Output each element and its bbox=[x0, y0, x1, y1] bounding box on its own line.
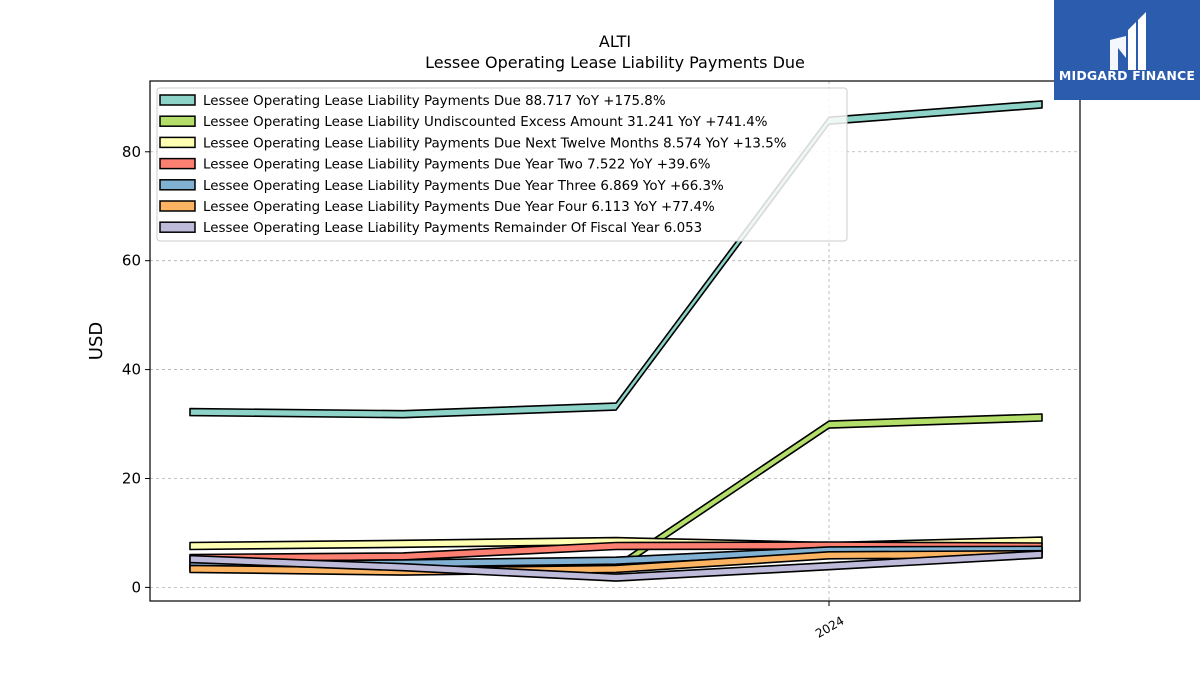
series-band-6 bbox=[189, 550, 1043, 582]
legend-label-1: Lessee Operating Lease Liability Undisco… bbox=[203, 115, 767, 130]
x-axis-ticks: 2024 bbox=[813, 601, 847, 641]
legend-label-2: Lessee Operating Lease Liability Payment… bbox=[203, 136, 786, 151]
logo: MIDGARD FINANCE bbox=[1054, 0, 1200, 100]
y-tick-label-1: 20 bbox=[122, 469, 141, 487]
y-tick-label-3: 60 bbox=[122, 252, 141, 270]
legend-swatch-6 bbox=[159, 221, 196, 233]
legend-label-5: Lessee Operating Lease Liability Payment… bbox=[203, 200, 715, 215]
legend-swatch-2 bbox=[159, 136, 196, 149]
legend-swatch-5 bbox=[159, 200, 196, 212]
logo-mark-icon bbox=[1110, 12, 1146, 70]
chart-title: ALTI bbox=[599, 32, 631, 51]
series-layer bbox=[189, 100, 1043, 582]
legend-label-4: Lessee Operating Lease Liability Payment… bbox=[203, 179, 724, 194]
y-tick-label-2: 40 bbox=[122, 361, 141, 379]
legend-swatch-0 bbox=[159, 94, 196, 106]
logo-text: MIDGARD FINANCE bbox=[1058, 68, 1196, 83]
series-band-0 bbox=[189, 100, 1043, 419]
legend-swatch-1 bbox=[159, 115, 196, 127]
x-tick-label-0: 2024 bbox=[813, 613, 846, 640]
legend-label-0: Lessee Operating Lease Liability Payment… bbox=[203, 94, 666, 109]
legend-label-3: Lessee Operating Lease Liability Payment… bbox=[203, 158, 710, 173]
chart-subtitle: Lessee Operating Lease Liability Payment… bbox=[425, 53, 805, 72]
grid bbox=[150, 81, 1080, 601]
y-axis-label: USD bbox=[86, 322, 107, 360]
y-tick-label-0: 0 bbox=[131, 578, 141, 596]
y-tick-label-4: 80 bbox=[122, 143, 141, 161]
legend-box bbox=[156, 87, 848, 242]
legend: Lessee Operating Lease Liability Payment… bbox=[156, 87, 848, 242]
legend-swatch-3 bbox=[159, 157, 196, 170]
legend-label-6: Lessee Operating Lease Liability Payment… bbox=[203, 221, 702, 236]
legend-swatch-4 bbox=[159, 179, 196, 191]
y-axis-ticks: 0 20 40 60 80 bbox=[122, 143, 150, 596]
plot-frame bbox=[149, 80, 1081, 602]
